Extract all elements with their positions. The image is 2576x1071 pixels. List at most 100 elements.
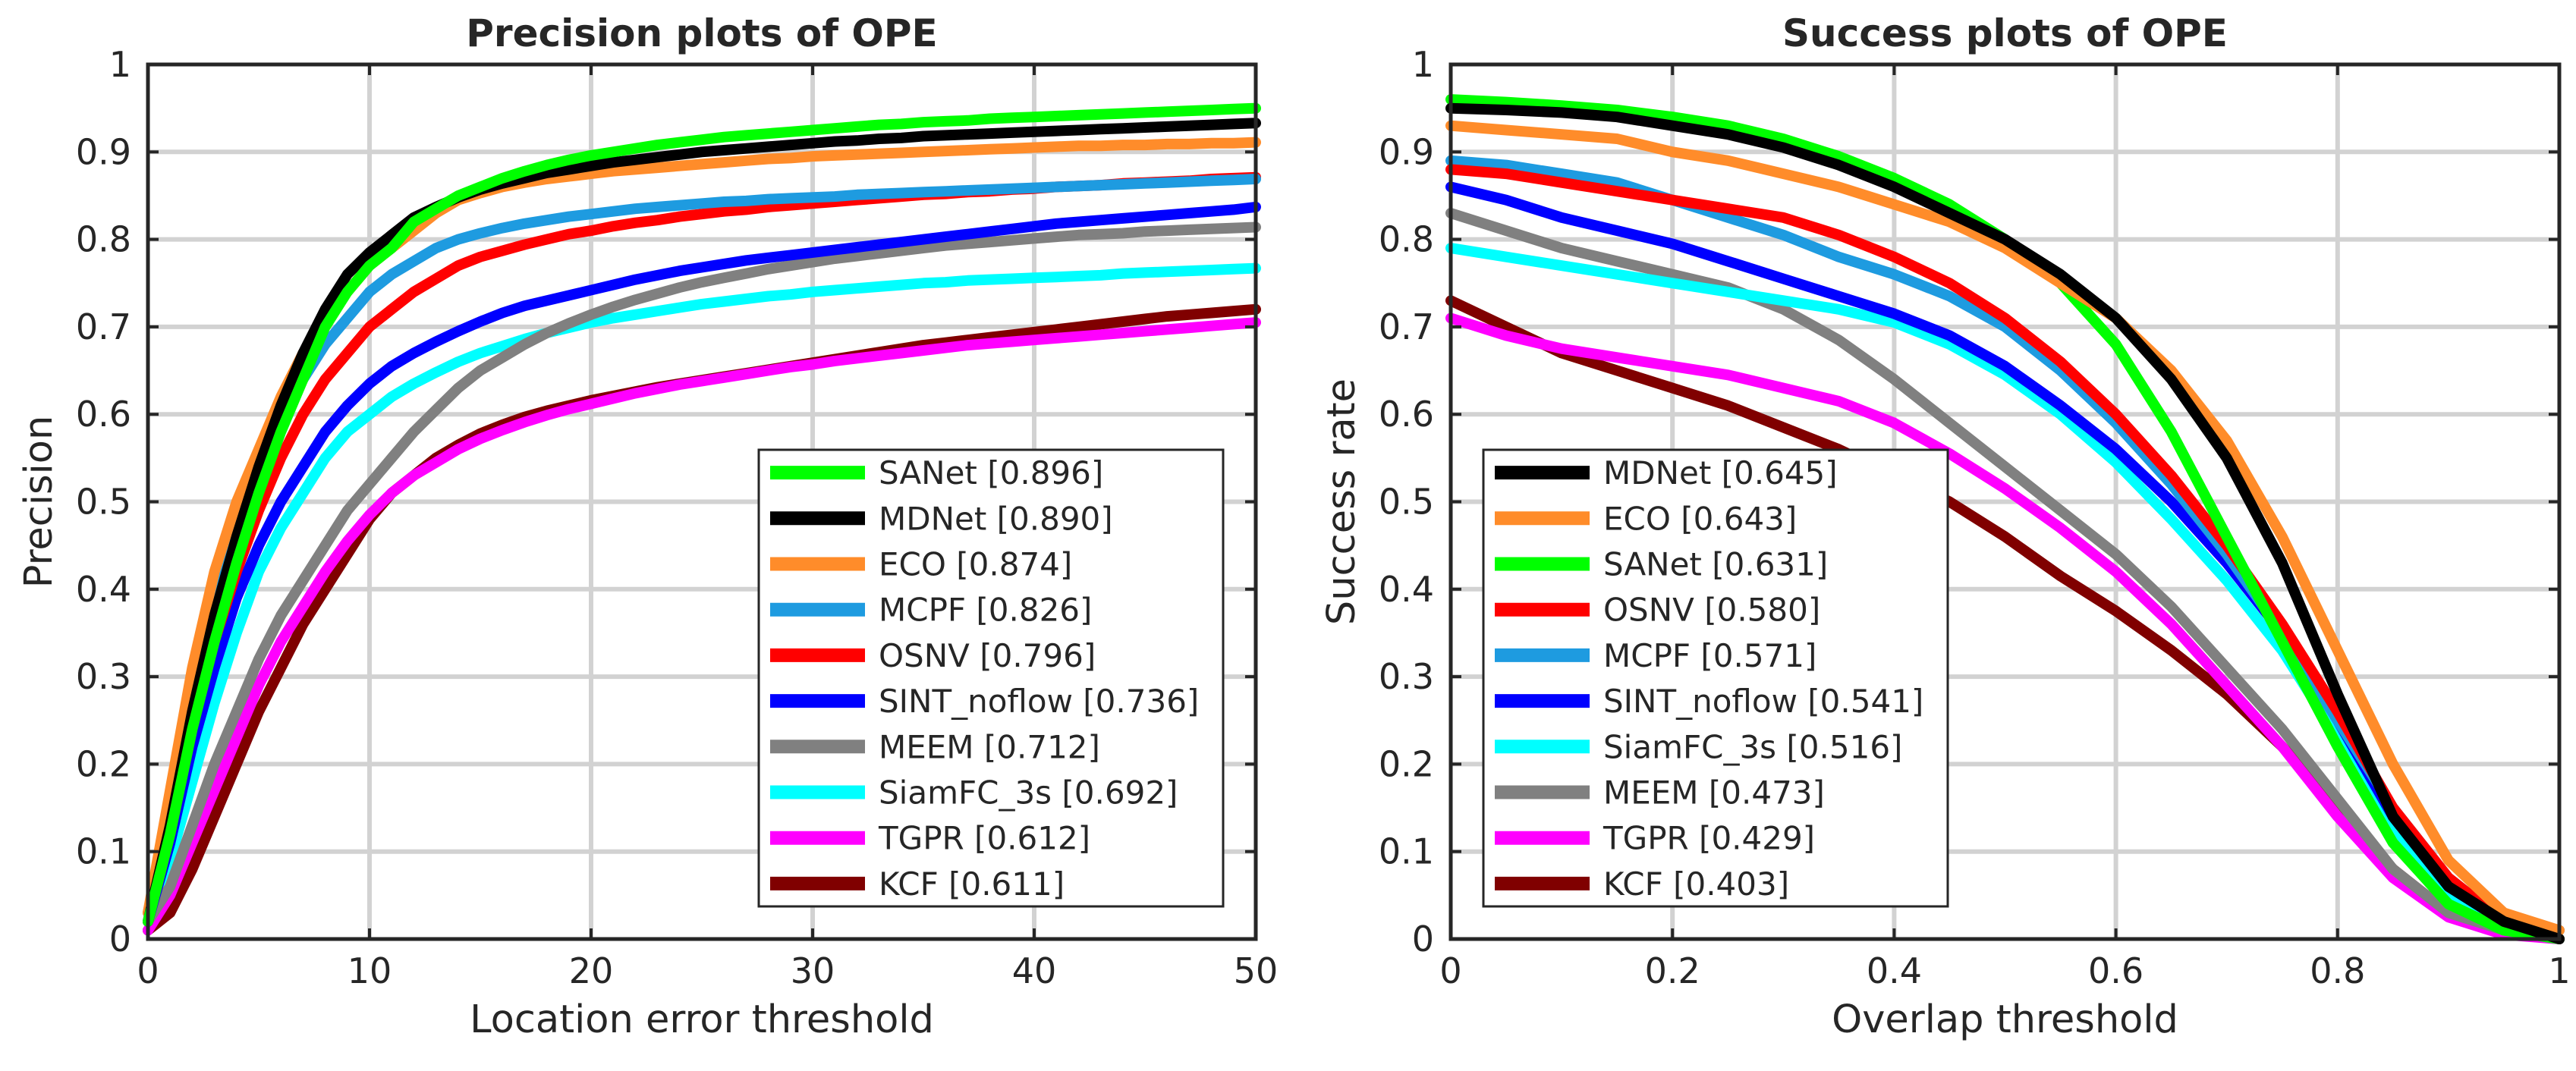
legend-entry-SINT_noflow: SINT_noflow [0.736] (770, 683, 1199, 720)
legend-entry-KCF: KCF [0.403] (1495, 865, 1789, 903)
legend-label: MDNet [0.890] (879, 500, 1113, 537)
y-tick-label: 1 (1412, 44, 1434, 85)
y-tick-label: 0.4 (1379, 569, 1434, 610)
legend-entry-SINT_noflow: SINT_noflow [0.541] (1495, 683, 1923, 720)
series-line-MDNet (143, 118, 1261, 927)
legend-entry-MCPF: MCPF [0.826] (770, 592, 1092, 629)
legend-entry-SiamFC_3s: SiamFC_3s [0.516] (1495, 728, 1902, 765)
series-line-MEEM (143, 221, 1261, 927)
legend-label: TGPR [0.612] (878, 820, 1090, 857)
x-tick-label: 30 (791, 950, 835, 991)
y-tick-label: 0.8 (1379, 219, 1434, 260)
legend: SANet [0.896] MDNet [0.890] ECO [0.874] MCP… (757, 448, 1225, 908)
series-line-ECO (1445, 120, 2565, 936)
series-line-TGPR (1445, 313, 2565, 944)
legend-label: SiamFC_3s [0.692] (879, 774, 1178, 812)
legend-label: SINT_noflow [0.736] (879, 683, 1199, 720)
legend-entry-MCPF: MCPF [0.571] (1495, 637, 1816, 674)
x-tick-label: 0 (1439, 950, 1461, 991)
legend-entry-SiamFC_3s: SiamFC_3s [0.692] (770, 774, 1178, 812)
y-axis-label: Precision (17, 416, 61, 589)
y-axis-label: Success rate (1319, 378, 1364, 625)
legend-label: KCF [0.611] (879, 865, 1065, 903)
y-tick-label: 0.3 (1379, 656, 1434, 697)
legend-label: MCPF [0.826] (879, 592, 1092, 629)
legend-entry-MEEM: MEEM [0.712] (770, 728, 1100, 765)
x-axis-label: Location error threshold (470, 997, 934, 1042)
legend-label: SANet [0.631] (1603, 546, 1828, 583)
chart-title: Precision plots of OPE (466, 11, 937, 55)
legend-entry-ECO: ECO [0.643] (1495, 500, 1797, 537)
legend-label: MEEM [0.712] (879, 728, 1100, 765)
series-line-TGPR (143, 317, 1261, 936)
y-tick-label: 0.4 (76, 569, 131, 610)
legend-entry-MDNet: MDNet [0.645] (1495, 454, 1838, 492)
chart-2: 0 0.2 0.4 0.6 0.8 1 0 0.1 0.2 0.3 0.4 0.5 0.6 0.7 0.8 0… (1319, 11, 2571, 1042)
legend-label: MCPF [0.571] (1603, 637, 1816, 674)
series-lines (1445, 94, 2565, 944)
legend-label: KCF [0.403] (1603, 865, 1789, 903)
y-tick-label: 0 (1412, 919, 1434, 960)
x-tick-label: 50 (1234, 950, 1279, 991)
series-line-SANet (143, 102, 1261, 927)
y-tick-label: 0.1 (1379, 831, 1434, 872)
legend-label: MDNet [0.645] (1603, 454, 1838, 492)
y-tick-label: 0.9 (76, 131, 131, 172)
legend-entry-TGPR: TGPR [0.429] (1495, 820, 1815, 857)
series-line-MDNet (1445, 102, 2565, 944)
legend-label: TGPR [0.429] (1603, 820, 1815, 857)
ticks: 0 0.2 0.4 0.6 0.8 1 0 0.1 0.2 0.3 0.4 0.5 0.6 0.7 0.8 0… (1379, 44, 2571, 991)
y-tick-label: 0.1 (76, 831, 131, 872)
y-tick-label: 0.6 (1379, 394, 1434, 435)
x-tick-label: 0.4 (1867, 950, 1922, 991)
y-tick-label: 0 (109, 919, 131, 960)
y-tick-label: 0.3 (76, 656, 131, 697)
x-tick-label: 40 (1012, 950, 1057, 991)
chart-1: 0 10 20 30 40 50 0 0.1 0.2 0.3 0.4 0.5 0.6 0.7 0.8 0.9 1… (17, 11, 1278, 1042)
legend-label: SiamFC_3s [0.516] (1603, 728, 1902, 765)
x-tick-label: 0.2 (1645, 950, 1700, 991)
series-lines (143, 102, 1261, 936)
legend-box (1482, 448, 1949, 908)
series-line-SiamFC_3s (143, 262, 1261, 927)
legend-label: ECO [0.643] (1603, 500, 1797, 537)
x-tick-label: 1 (2548, 950, 2570, 991)
y-tick-label: 0.2 (76, 743, 131, 784)
y-tick-label: 0.8 (76, 219, 131, 260)
x-tick-label: 0.6 (2088, 950, 2144, 991)
legend-entry-MDNet: MDNet [0.890] (770, 500, 1113, 537)
legend-label: OSNV [0.796] (879, 637, 1096, 674)
y-tick-label: 0.9 (1379, 131, 1434, 172)
series-line-MEEM (1445, 208, 2565, 944)
legend-label: MEEM [0.473] (1603, 774, 1825, 812)
x-axis-label: Overlap threshold (1832, 997, 2178, 1042)
legend-label: SANet [0.896] (879, 454, 1103, 492)
y-tick-label: 0.5 (76, 482, 131, 523)
ticks: 0 10 20 30 40 50 0 0.1 0.2 0.3 0.4 0.5 0.6 0.7 0.8 0.9 1 (76, 44, 1278, 991)
y-tick-label: 0.2 (1379, 743, 1434, 784)
legend-box (757, 448, 1225, 908)
legend: MDNet [0.645] ECO [0.643] SANet [0.631] OSN… (1482, 448, 1949, 908)
y-tick-label: 0.7 (1379, 306, 1434, 347)
y-tick-label: 0.7 (76, 306, 131, 347)
y-tick-label: 1 (109, 44, 131, 85)
x-tick-label: 10 (348, 950, 392, 991)
legend-entry-ECO: ECO [0.874] (770, 546, 1072, 583)
legend-entry-SANet: SANet [0.896] (770, 454, 1103, 492)
legend-label: ECO [0.874] (879, 546, 1072, 583)
legend-entry-KCF: KCF [0.611] (770, 865, 1065, 903)
x-tick-label: 0 (137, 950, 159, 991)
y-tick-label: 0.5 (1379, 482, 1434, 523)
legend-entry-TGPR: TGPR [0.612] (770, 820, 1090, 857)
series-line-MCPF (143, 174, 1261, 919)
legend-entry-MEEM: MEEM [0.473] (1495, 774, 1825, 812)
x-tick-label: 20 (569, 950, 614, 991)
y-tick-label: 0.6 (76, 394, 131, 435)
series-line-SINT_noflow (143, 201, 1261, 927)
legend-label: OSNV [0.580] (1603, 592, 1820, 629)
legend-entry-SANet: SANet [0.631] (1495, 546, 1828, 583)
x-tick-label: 0.8 (2310, 950, 2365, 991)
legend-entry-OSNV: OSNV [0.796] (770, 637, 1096, 674)
